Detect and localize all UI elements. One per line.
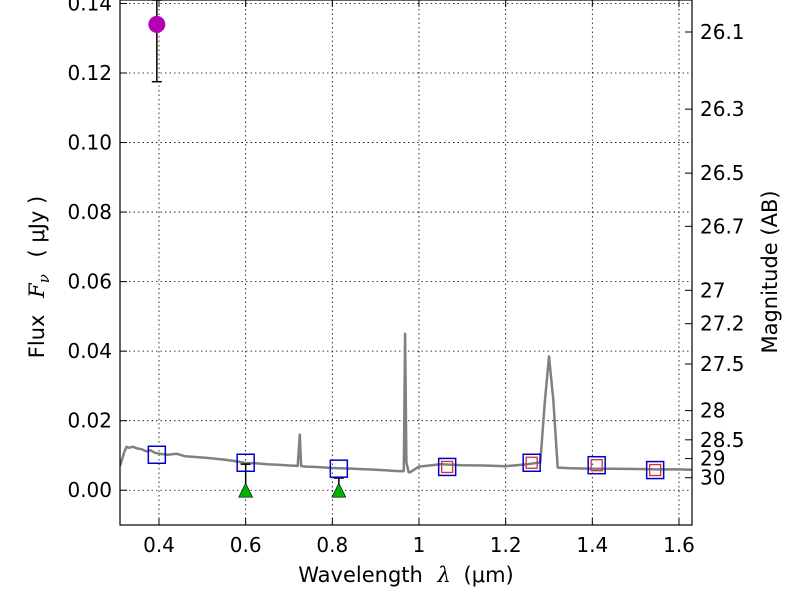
mag-tick-label: 26.7 [700,214,745,238]
y-axis-left: 0.00 0.02 0.04 0.06 0.08 0.10 0.12 0.14 [67,0,127,502]
model-photometry-square [587,455,606,475]
y-tick-label: 0.06 [67,270,112,294]
mag-tick-label: 27.2 [700,312,745,336]
y-axis-label-symbol: F [25,282,49,299]
observed-nir-square [525,456,538,469]
upper-limit-triangle [238,482,254,498]
observed-nir-square [649,463,662,477]
y-tick-label: 0.00 [67,478,112,502]
detection-point [148,15,166,33]
y-axis-label-unit: ( μJy ) [25,196,49,258]
mag-tick-label: 27 [700,278,725,302]
grid [120,0,692,525]
y-tick-label: 0.12 [67,61,112,85]
model-photometry-square [522,453,541,473]
x-axis-label-symbol: λ [437,563,451,587]
x-tick-label: 0.6 [230,533,262,557]
x-axis-label-text: Wavelength [298,563,423,587]
right-axis-label: Magnitude (AB) [758,190,782,353]
upper-limit-triangle [331,482,347,498]
observed-nir-square [441,460,454,474]
x-axis-label-unit: (μm) [464,563,514,587]
x-tick-label: 1.6 [663,533,695,557]
mag-tick-label: 28.5 [700,428,745,452]
y-axis-label-text: Flux [25,315,49,359]
model-photometry-square [437,457,457,477]
mag-tick-label: 26.1 [700,20,745,44]
model-photometry-square [147,445,167,465]
plot-frame [119,0,693,526]
plot-area [120,0,692,498]
mag-tick-label: 28 [700,399,725,423]
x-tick-label: 0.4 [143,533,175,557]
observed-nir-square [590,459,603,472]
x-axis-label: Wavelength λ (μm) [298,563,513,587]
x-tick-label: 1.2 [490,533,522,557]
y-axis-label: Flux Fν ( μJy ) [25,196,54,358]
x-tick-label: 0.8 [316,533,348,557]
model-photometry-square [645,460,665,480]
plot-series [120,0,692,498]
mag-tick-label: 26.3 [700,97,745,121]
x-tick-label: 1.4 [576,533,608,557]
y-tick-label: 0.04 [67,339,112,363]
y-tick-label: 0.10 [67,131,112,155]
y-tick-label: 0.14 [67,0,112,15]
mag-tick-label: 29 [700,447,725,471]
mag-tick-label: 30 [700,466,725,490]
x-tick-label: 1 [413,533,426,557]
mag-tick-label: 27.5 [700,352,745,376]
x-axis: 0.4 0.6 0.8 1 1.2 1.4 1.6 [143,0,695,557]
y-axis-label-subscript: ν [35,274,53,283]
y-tick-label: 0.08 [67,200,112,224]
model-sed-line [120,332,692,474]
y-tick-label: 0.02 [67,409,112,433]
mag-tick-label: 26.5 [700,161,745,185]
model-photometry-square [329,459,349,478]
model-photometry-square [236,453,255,473]
